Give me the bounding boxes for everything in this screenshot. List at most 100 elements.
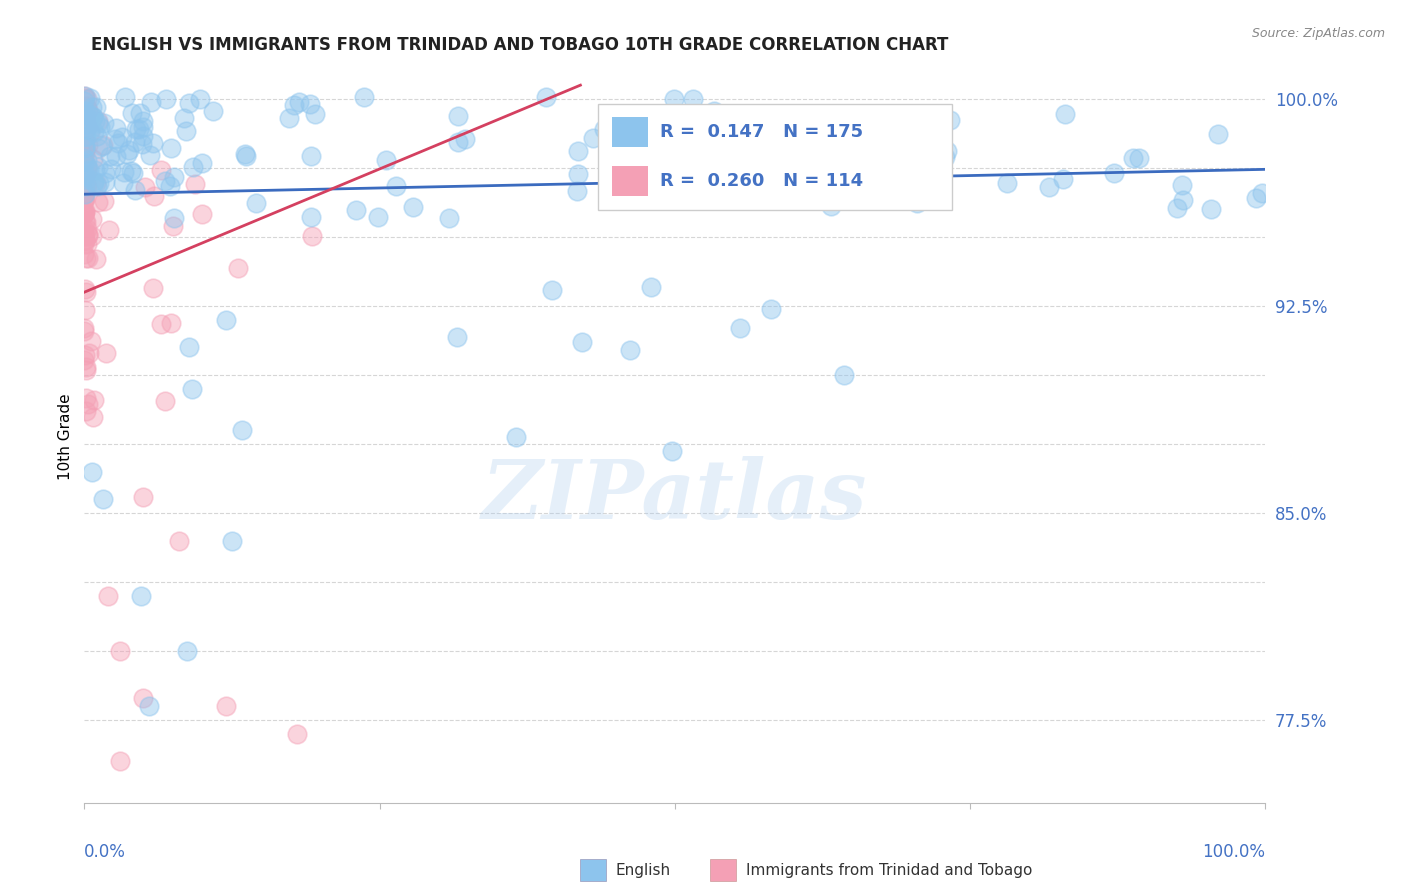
Point [124, 121, 146, 136]
Point [73, 186, 96, 201]
Text: R =  0.260   N = 114: R = 0.260 N = 114 [659, 172, 863, 190]
Point [76, 159, 98, 173]
Point [111, 176, 134, 190]
Point [231, 423, 253, 437]
Point [728, 320, 751, 334]
Point [83, 176, 105, 190]
Point [1122, 152, 1144, 166]
Point [105, 121, 128, 136]
Point [120, 164, 142, 178]
Point [834, 172, 856, 186]
Point [73, 228, 96, 243]
Point [599, 193, 621, 207]
Point [761, 301, 783, 316]
Point [86, 178, 108, 193]
Point [75, 117, 97, 131]
Point [75, 205, 97, 219]
Point [191, 156, 214, 170]
Point [82, 409, 104, 424]
Point [77, 227, 100, 242]
Point [129, 589, 152, 603]
Point [191, 207, 214, 221]
Point [73, 348, 96, 362]
Point [73, 132, 96, 146]
Point [592, 121, 614, 136]
Point [226, 261, 249, 276]
Point [94, 346, 117, 360]
Point [98, 149, 121, 163]
Text: ENGLISH VS IMMIGRANTS FROM TRINIDAD AND TOBAGO 10TH GRADE CORRELATION CHART: ENGLISH VS IMMIGRANTS FROM TRINIDAD AND … [91, 36, 949, 54]
Point [87, 195, 110, 210]
Point [75, 99, 97, 113]
Point [934, 150, 956, 164]
Point [111, 130, 134, 145]
Point [159, 179, 181, 194]
Point [86, 252, 108, 267]
Point [80, 465, 103, 479]
Point [804, 130, 827, 145]
Point [353, 89, 375, 103]
Point [682, 111, 704, 125]
Point [83, 163, 105, 178]
Point [834, 368, 856, 383]
Point [73, 153, 96, 168]
Point [75, 404, 97, 418]
Point [73, 89, 96, 103]
Point [167, 533, 190, 548]
Point [1206, 127, 1229, 141]
Point [80, 99, 103, 113]
Point [79, 122, 101, 136]
Point [73, 91, 96, 105]
Point [84, 100, 107, 114]
Point [616, 187, 638, 202]
Point [75, 179, 97, 194]
Point [299, 148, 322, 162]
Point [132, 128, 155, 143]
Point [73, 185, 96, 199]
Point [80, 212, 103, 227]
Point [94, 175, 117, 189]
Point [301, 229, 323, 244]
Point [73, 205, 96, 219]
Point [235, 149, 257, 163]
Point [75, 178, 97, 193]
Point [91, 137, 114, 152]
Point [73, 104, 96, 119]
Point [820, 199, 842, 213]
Point [76, 160, 98, 174]
Point [129, 106, 152, 120]
Point [75, 251, 97, 265]
Point [80, 334, 103, 348]
Point [121, 106, 143, 120]
Point [128, 121, 150, 136]
Point [124, 183, 146, 197]
Point [132, 690, 155, 705]
Point [150, 317, 173, 331]
Point [619, 343, 641, 357]
Point [73, 324, 96, 338]
Point [75, 165, 97, 179]
Point [665, 113, 688, 128]
Point [82, 229, 104, 244]
Point [454, 131, 477, 145]
Point [76, 179, 98, 194]
Point [76, 153, 98, 167]
Point [565, 184, 588, 198]
Text: ZIPatlas: ZIPatlas [482, 456, 868, 535]
Point [245, 195, 267, 210]
Point [73, 184, 96, 198]
Point [288, 95, 311, 110]
Point [668, 191, 690, 205]
Point [104, 149, 127, 163]
Bar [581, 859, 606, 881]
Point [138, 148, 160, 162]
Point [97, 589, 120, 603]
Point [299, 210, 322, 224]
Point [73, 139, 96, 153]
Point [73, 130, 96, 145]
Point [176, 644, 198, 658]
Point [73, 233, 96, 247]
Point [79, 162, 101, 177]
Text: Source: ZipAtlas.com: Source: ZipAtlas.com [1251, 27, 1385, 40]
Point [73, 178, 96, 193]
